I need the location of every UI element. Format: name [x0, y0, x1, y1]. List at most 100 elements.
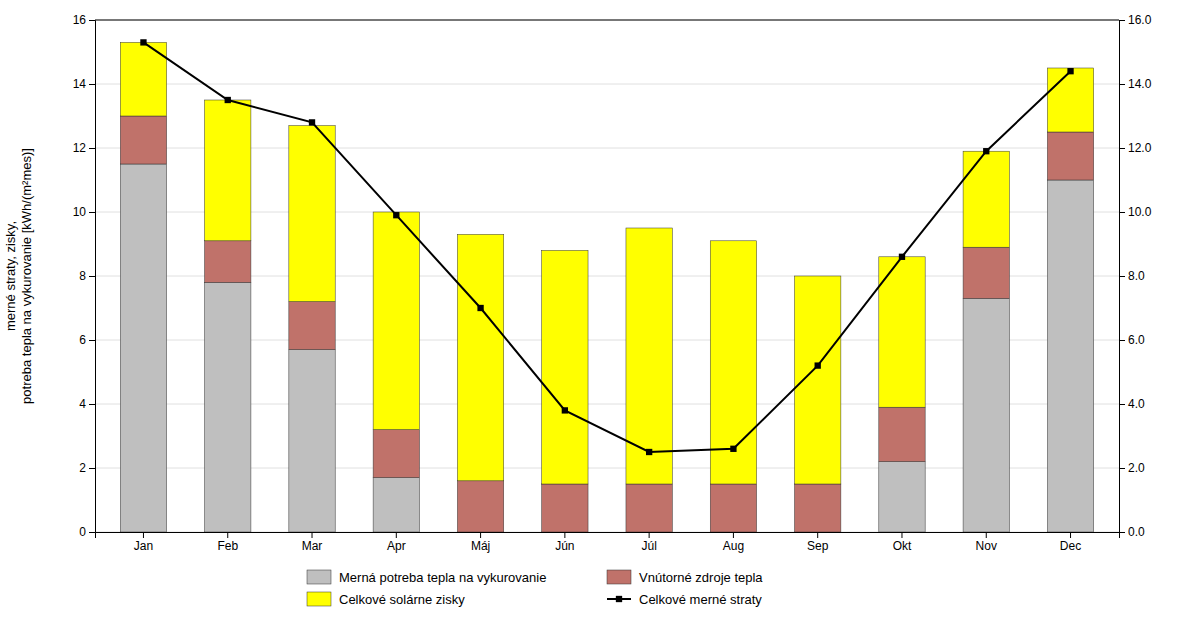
tick: Jún: [555, 532, 574, 553]
bar: [795, 276, 841, 484]
tick: 12.0: [1119, 141, 1152, 155]
tick-mark: [649, 532, 650, 538]
tick-label: Dec: [1060, 539, 1081, 553]
tick-mark: [312, 532, 313, 538]
x-axis: JanFebMarAprMájJúnJúlAugSepOktNovDec: [96, 532, 1120, 553]
tick-label: 0.0: [1128, 525, 1145, 539]
tick: Apr: [387, 532, 406, 553]
tick: 4.0: [1119, 397, 1145, 411]
tick: 6: [79, 333, 95, 347]
tick-label: 16: [73, 13, 87, 27]
tick-mark: [227, 532, 228, 538]
tick-label: 4.0: [1128, 397, 1145, 411]
marker: [309, 119, 315, 125]
tick-mark: [89, 212, 95, 213]
tick: 6.0: [1119, 333, 1145, 347]
tick-label: Jún: [555, 539, 574, 553]
tick-label: 4: [79, 397, 86, 411]
frame-top: [95, 20, 1119, 21]
tick-mark: [564, 532, 565, 538]
tick-label: 16.0: [1128, 13, 1152, 27]
marks: [120, 39, 1093, 532]
tick-label: 8.0: [1128, 269, 1145, 283]
tick: Júl: [641, 532, 656, 553]
legend: Merná potreba tepla na vykurovanie Vnútor…: [307, 570, 763, 607]
bar: [710, 484, 756, 532]
bar: [626, 484, 672, 532]
tick-mark: [733, 532, 734, 538]
tick-mark: [143, 532, 144, 538]
legend-item: Merná potreba tepla na vykurovanie: [307, 570, 546, 585]
y-axis-title-line: merné straty, zisky,: [3, 221, 18, 331]
tick-mark: [89, 404, 95, 405]
legend-swatch: [607, 570, 631, 584]
tick-label: 10: [73, 205, 87, 219]
axis-line: [96, 533, 1120, 539]
tick-label: Aug: [723, 539, 744, 553]
tick-mark: [89, 84, 95, 85]
tick-mark: [1119, 20, 1125, 21]
tick: 8: [79, 269, 95, 283]
legend-label: Celkové merné straty: [639, 592, 762, 607]
tick-label: 8: [79, 269, 86, 283]
tick-mark: [1119, 148, 1125, 149]
bar: [1047, 180, 1093, 532]
chart: JanFebMarAprMájJúnJúlAugSepOktNovDec0246…: [0, 0, 1179, 642]
legend-marker: [616, 596, 622, 602]
bar: [963, 298, 1009, 532]
bar: [289, 350, 335, 532]
tick: 16: [73, 13, 95, 27]
tick: Dec: [1060, 532, 1081, 553]
bar: [205, 241, 251, 283]
bar: [205, 282, 251, 532]
tick-mark: [480, 532, 481, 538]
tick: 10.0: [1119, 205, 1152, 219]
tick-label: 14.0: [1128, 77, 1152, 91]
bar: [120, 116, 166, 164]
tick-label: Máj: [471, 539, 490, 553]
tick-label: 6: [79, 333, 86, 347]
bar: [1047, 68, 1093, 132]
tick-label: 2: [79, 461, 86, 475]
grid: [95, 20, 1119, 532]
tick-mark: [901, 532, 902, 538]
tick-mark: [89, 468, 95, 469]
tick: 12: [73, 141, 95, 155]
marker: [562, 407, 568, 413]
bar: [879, 407, 925, 461]
plot: JanFebMarAprMájJúnJúlAugSepOktNovDec0246…: [3, 13, 1151, 606]
bar: [542, 484, 588, 532]
marker: [815, 362, 821, 368]
tick-mark: [1070, 532, 1071, 538]
tick-mark: [1119, 84, 1125, 85]
bar: [710, 241, 756, 484]
tick: 10: [73, 205, 95, 219]
bar: [542, 250, 588, 484]
tick-label: Júl: [641, 539, 656, 553]
tick-mark: [1119, 212, 1125, 213]
marker: [730, 446, 736, 452]
tick: Nov: [976, 532, 997, 553]
marker: [140, 39, 146, 45]
bar: [289, 302, 335, 350]
y-axis: 0246810121416: [73, 13, 96, 539]
tick-label: 2.0: [1128, 461, 1145, 475]
bar: [289, 126, 335, 302]
tick: 0: [79, 525, 95, 539]
y2-axis: 0.0 2.0 4.0 6.0 8.0 10.0 12.0 14.0 16.0: [1119, 13, 1152, 539]
marker: [1067, 68, 1073, 74]
tick-label: 0: [79, 525, 86, 539]
tick: Sep: [807, 532, 829, 553]
marker: [983, 148, 989, 154]
tick-mark: [1119, 404, 1125, 405]
tick-label: Sep: [807, 539, 829, 553]
tick-label: 12.0: [1128, 141, 1152, 155]
tick: Aug: [723, 532, 744, 553]
bar: [457, 481, 503, 532]
line: [143, 42, 1070, 452]
tick: 8.0: [1119, 269, 1145, 283]
legend-label: Vnútorné zdroje tepla: [639, 570, 763, 585]
marker: [393, 212, 399, 218]
tick-mark: [89, 20, 95, 21]
marker: [646, 449, 652, 455]
